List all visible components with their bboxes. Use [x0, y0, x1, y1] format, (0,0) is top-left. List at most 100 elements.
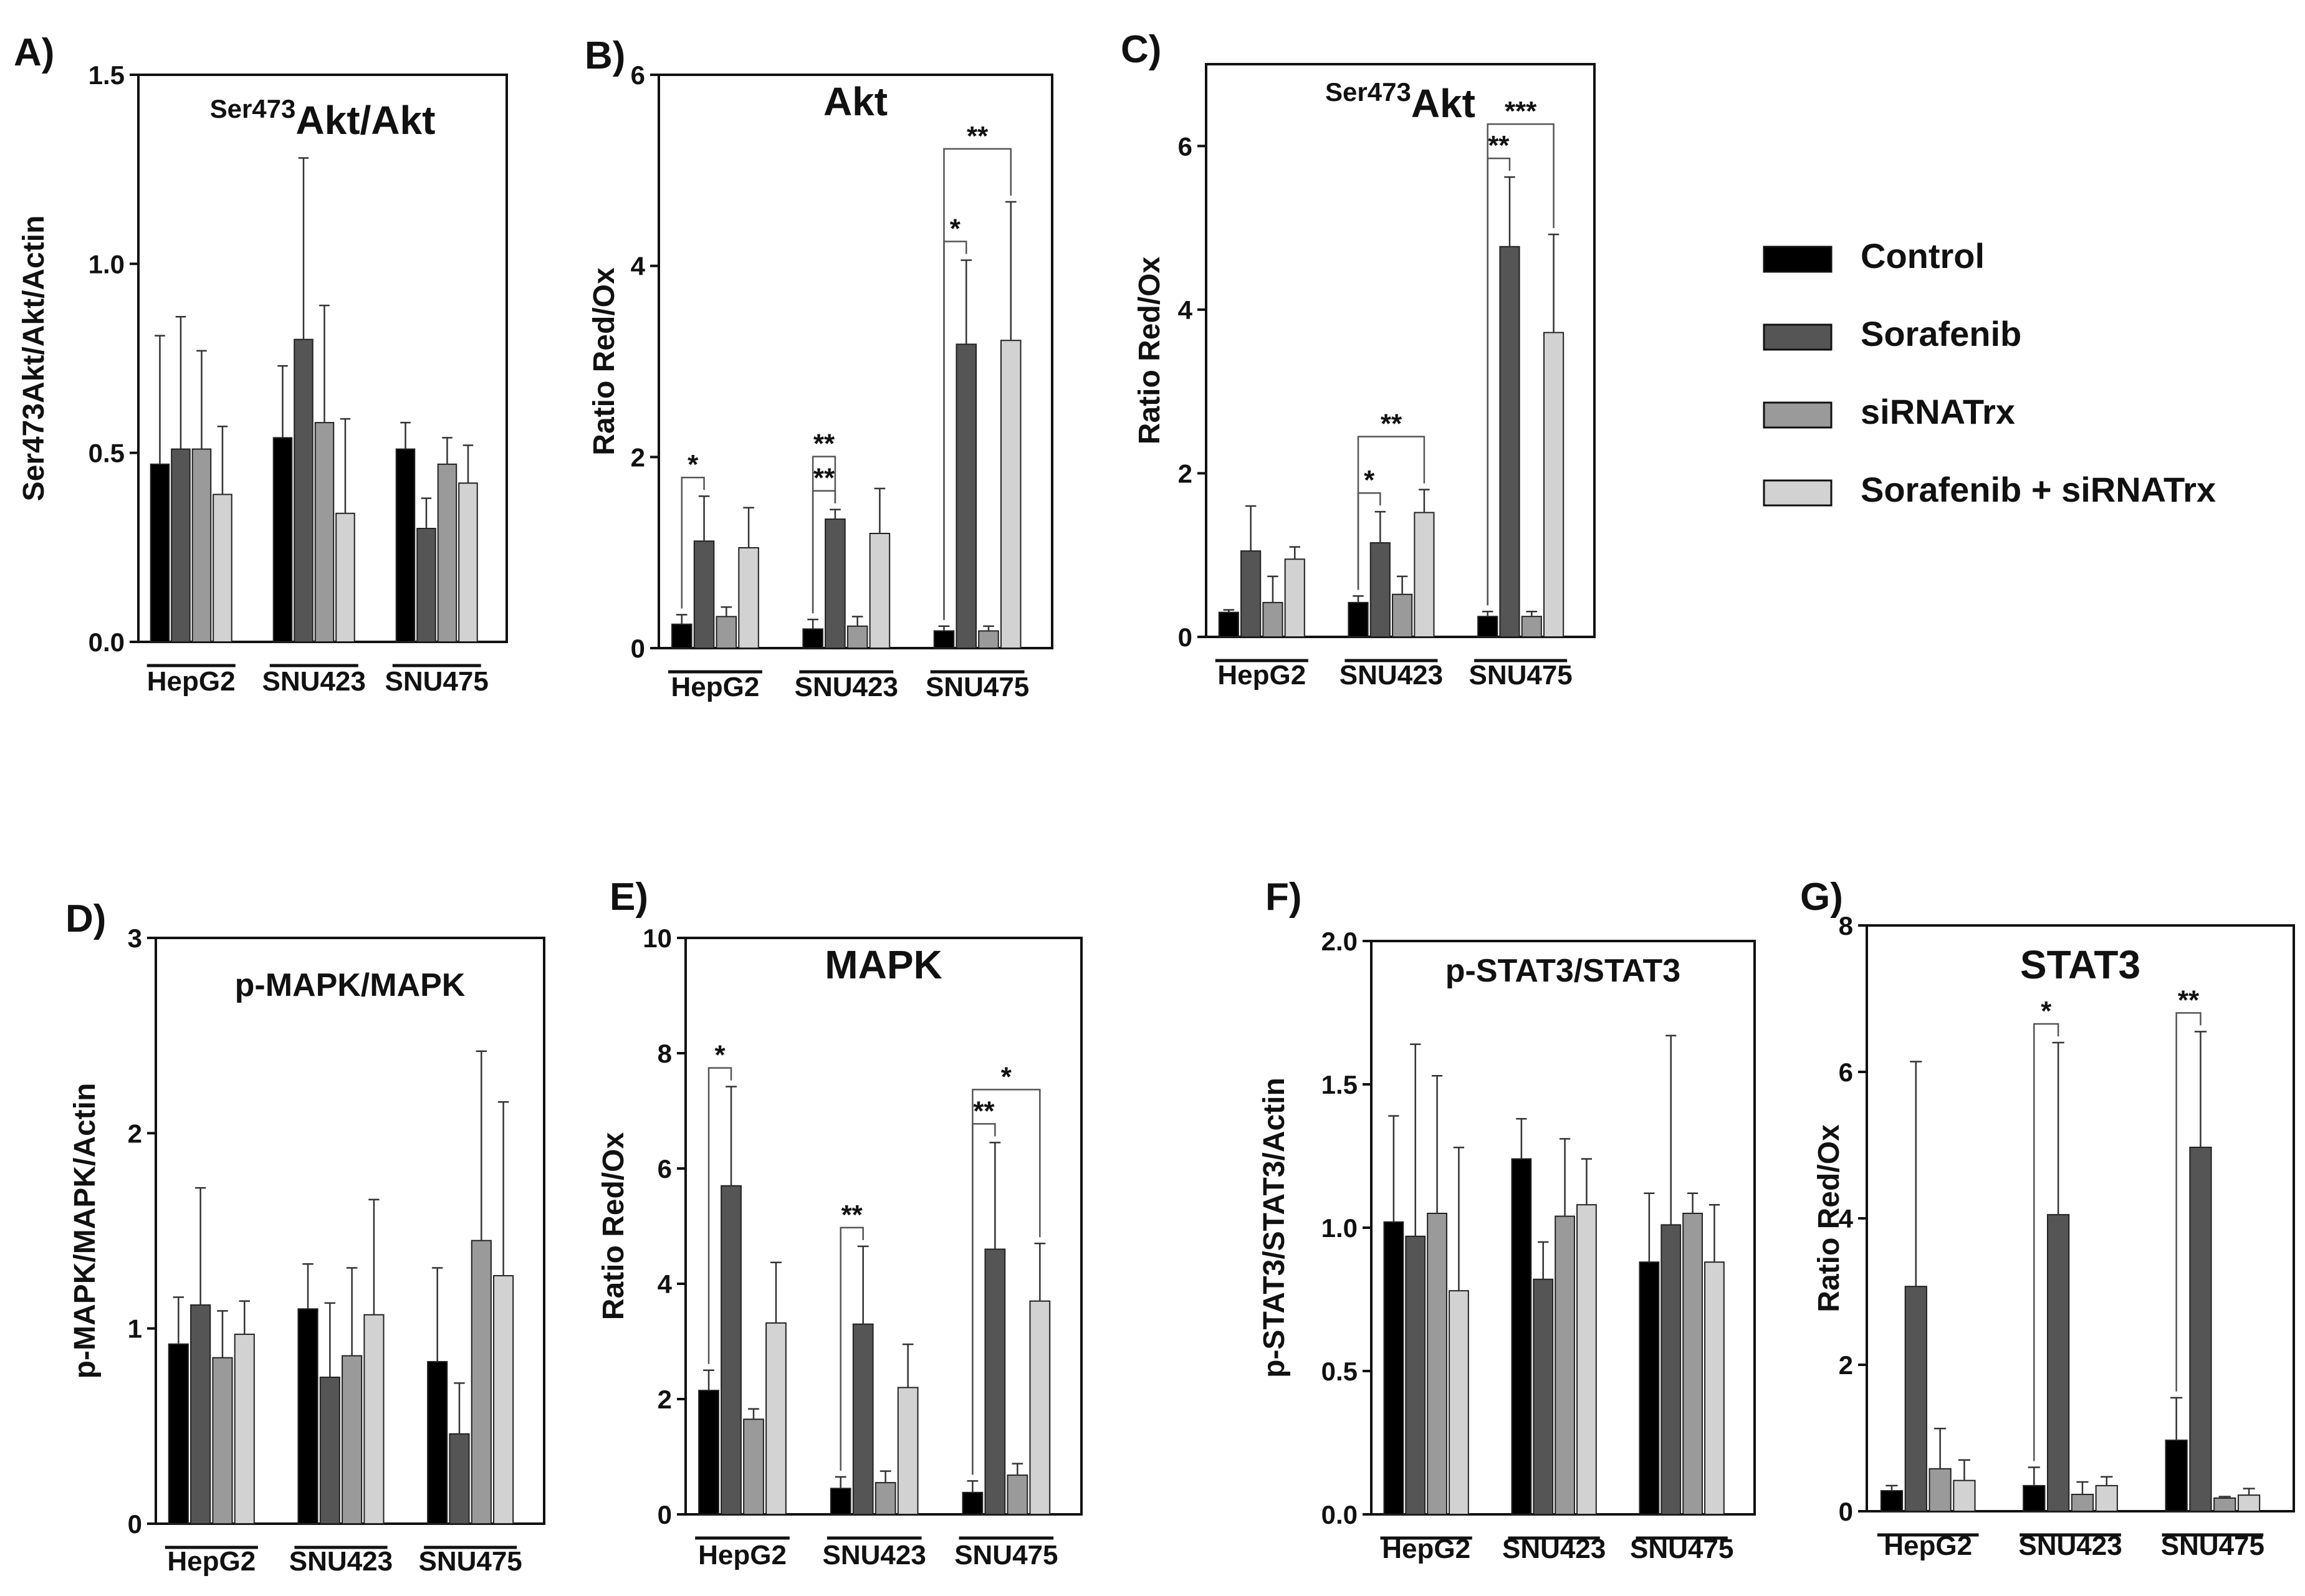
legend-swatch: [1763, 246, 1833, 273]
bar-sorafenib: [1405, 1235, 1426, 1516]
bar-sirnatrx: [314, 422, 335, 643]
significance-label: *: [1001, 1061, 1012, 1092]
plot-frame: [1866, 924, 2295, 1512]
bar-sorafenib-sirnatrx: [765, 1322, 787, 1515]
bar-sorafenib: [1240, 550, 1262, 638]
y-tick-label: 4: [658, 1269, 673, 1299]
bracket-line: [1357, 436, 1426, 590]
significance-label: *: [2041, 996, 2052, 1026]
bar-sirnatrx: [1262, 601, 1283, 638]
bar-sorafenib-sirnatrx: [234, 1334, 255, 1524]
y-tick-label: 0.0: [89, 628, 125, 657]
legend-swatch: [1763, 479, 1833, 507]
bar-sorafenib: [1904, 1286, 1927, 1512]
bar-control: [395, 448, 416, 643]
significance-bracket: **: [840, 1200, 864, 1471]
bar-sorafenib-sirnatrx: [1029, 1300, 1051, 1515]
y-tick-label: 2: [631, 442, 645, 472]
bar-sorafenib-sirnatrx: [1543, 332, 1565, 638]
group-label: SNU423: [795, 672, 898, 702]
bar-sorafenib: [171, 448, 191, 643]
bar-sorafenib-sirnatrx: [1704, 1261, 1725, 1515]
y-tick-label: 0.5: [1321, 1357, 1358, 1386]
plot-frame: [658, 74, 1053, 649]
bar-control: [933, 630, 955, 649]
group-label: SNU475: [385, 666, 489, 697]
group-label: SNU475: [954, 1540, 1058, 1570]
bar-sorafenib: [190, 1304, 211, 1524]
y-tick-label: 10: [643, 924, 672, 953]
panel-g: G) 0 2 4 6 8 Ratio Red/Ox STAT3 HepG2 SNU423 SNU47…: [1800, 876, 2295, 1561]
significance-label: **: [813, 463, 835, 494]
bar-sirnatrx: [212, 1357, 233, 1525]
bar-sorafenib: [825, 518, 846, 649]
group-label: SNU475: [1469, 660, 1572, 690]
panel-title: p-STAT3/STAT3: [1445, 953, 1680, 989]
significance-label: **: [973, 1096, 995, 1126]
bar-sorafenib-sirnatrx: [363, 1314, 385, 1525]
group-label: HepG2: [671, 672, 760, 702]
y-tick-label: 1.5: [1321, 1070, 1358, 1099]
y-axis-label: Ratio Red/Ox: [588, 267, 621, 456]
bar-sorafenib: [852, 1323, 874, 1515]
bar-sirnatrx: [2213, 1497, 2236, 1512]
bar-sirnatrx: [875, 1482, 896, 1515]
legend-swatch: [1763, 323, 1833, 351]
significance-bracket: *: [681, 449, 705, 609]
bar-sorafenib: [449, 1433, 470, 1525]
panel-title: MAPK: [825, 942, 942, 987]
panel-e: E) 0 2 4 6 8 10 Ratio Red/Ox MAPK HepG2 SNU423 SNU4…: [597, 876, 1083, 1570]
significance-label: *: [950, 213, 961, 244]
bar-sirnatrx: [437, 463, 458, 643]
y-tick-label: 0.0: [1321, 1500, 1358, 1529]
bar-control: [150, 463, 170, 643]
bracket-line: [812, 456, 836, 613]
bar-control: [1511, 1158, 1532, 1515]
bar-control: [1639, 1261, 1660, 1515]
title-main: Akt: [1411, 81, 1475, 126]
y-tick-label: 6: [1178, 131, 1192, 161]
panel-letter: E): [610, 876, 648, 919]
y-tick-label: 1: [128, 1314, 142, 1344]
panel-letter: D): [65, 897, 106, 940]
plot-frame: [1205, 63, 1596, 638]
y-tick-label: 4: [1839, 1204, 1854, 1233]
legend-label: Control: [1861, 236, 1985, 275]
bracket-line: [972, 1089, 1041, 1475]
group-label: SNU423: [1339, 660, 1443, 690]
y-tick-label: 1.5: [89, 60, 125, 90]
bar-sirnatrx: [1555, 1215, 1575, 1515]
y-axis-label: Ratio Red/Ox: [1813, 1124, 1846, 1312]
bar-control: [1348, 601, 1369, 638]
significance-bracket: **: [2175, 985, 2202, 1392]
y-tick-label: 2: [658, 1385, 672, 1414]
group-label: SNU475: [418, 1546, 522, 1577]
y-tick-label: 6: [631, 60, 645, 90]
bracket-line: [2175, 1012, 2202, 1392]
legend-label: Sorafenib: [1861, 314, 2021, 353]
group-label: SNU475: [1630, 1534, 1733, 1564]
y-tick-label: 0: [1839, 1497, 1853, 1526]
panel-title: Akt: [823, 79, 888, 124]
bar-control: [830, 1488, 851, 1515]
title-main: Akt/Akt: [295, 98, 435, 143]
bar-control: [427, 1360, 448, 1525]
bracket-line: [707, 1067, 732, 1364]
bar-sirnatrx: [471, 1240, 492, 1524]
bar-control: [1218, 611, 1239, 638]
y-axis-label: Ratio Red/Ox: [597, 1132, 630, 1321]
bar-sorafenib-sirnatrx: [1449, 1290, 1469, 1515]
significance-label: ***: [1505, 96, 1537, 127]
bar-sorafenib: [1660, 1224, 1682, 1516]
legend-label: Sorafenib + siRNATrx: [1861, 470, 2216, 509]
bar-control: [1477, 616, 1498, 638]
y-tick-label: 0: [128, 1509, 142, 1539]
bar-sirnatrx: [978, 630, 999, 649]
y-tick-label: 3: [128, 924, 142, 953]
bar-sorafenib: [984, 1248, 1006, 1515]
bar-sorafenib: [2046, 1214, 2070, 1512]
y-tick-label: 4: [1178, 295, 1193, 325]
bar-sorafenib: [956, 343, 977, 649]
legend: Control Sorafenib siRNATrx Sorafenib + siRN…: [1763, 236, 2216, 509]
